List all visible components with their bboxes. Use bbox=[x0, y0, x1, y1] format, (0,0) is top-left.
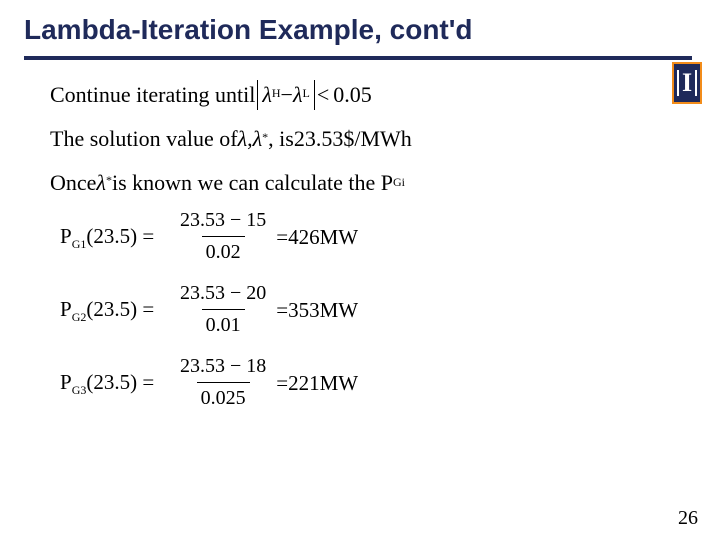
text-line-2: The solution value of λ , λ* , is 23.53 … bbox=[50, 124, 670, 154]
eq2-eq: = bbox=[276, 296, 288, 324]
eq2-sub: G2 bbox=[72, 310, 87, 324]
eq2-result: 353 bbox=[288, 296, 320, 324]
sup-l: L bbox=[302, 85, 309, 101]
slide-title: Lambda-Iteration Example, cont'd bbox=[0, 8, 720, 56]
lambda-h: λ bbox=[262, 80, 272, 110]
sup-h: H bbox=[272, 85, 281, 101]
lambda-star-sym-2: λ bbox=[96, 168, 106, 198]
eq1-sub: G1 bbox=[72, 237, 87, 251]
eq1-p: P bbox=[60, 224, 72, 248]
star-sup-2: * bbox=[106, 172, 112, 188]
absolute-value-box: λH − λL bbox=[257, 80, 315, 110]
lambda-sym: λ bbox=[238, 124, 248, 154]
equation-row-3: PG3(23.5) = 23.53 − 18 0.025 = 221 MW bbox=[60, 353, 670, 412]
eq3-lhs: PG3(23.5) = bbox=[60, 368, 170, 398]
eq1-lhs: PG1(23.5) = bbox=[60, 222, 170, 252]
eq3-p: P bbox=[60, 370, 72, 394]
eq3-eq: = bbox=[276, 369, 288, 397]
eq2-arg: (23.5) = bbox=[86, 297, 154, 321]
eq1-num: 23.53 − 15 bbox=[176, 207, 270, 236]
star-sup: * bbox=[262, 129, 268, 145]
text-line-1: Continue iterating until λH − λL < 0.05 bbox=[50, 80, 670, 110]
cmp-op: < bbox=[317, 80, 329, 110]
line1-prefix: Continue iterating until bbox=[50, 80, 255, 110]
eq3-arg: (23.5) = bbox=[86, 370, 154, 394]
eq1-arg: (23.5) = bbox=[86, 224, 154, 248]
lambda-value: 23.53 bbox=[294, 124, 344, 154]
eq1-eq: = bbox=[276, 223, 288, 251]
eq2-unit: MW bbox=[320, 296, 359, 324]
line3-prefix: Once bbox=[50, 168, 96, 198]
eq2-den: 0.01 bbox=[202, 309, 245, 339]
eq3-num: 23.53 − 18 bbox=[176, 353, 270, 382]
eq1-den: 0.02 bbox=[202, 236, 245, 266]
minus-sign: − bbox=[281, 80, 293, 110]
slide-body: Continue iterating until λH − λL < 0.05 … bbox=[0, 60, 720, 412]
threshold-value: 0.05 bbox=[333, 80, 372, 110]
pgi-sub: Gi bbox=[393, 174, 405, 190]
eq3-result: 221 bbox=[288, 369, 320, 397]
eq1-fraction: 23.53 − 15 0.02 bbox=[176, 207, 270, 266]
eq3-sub: G3 bbox=[72, 383, 87, 397]
eq1-unit: MW bbox=[320, 223, 359, 251]
logo-letter-i-icon: I bbox=[677, 70, 697, 96]
equation-row-1: PG1(23.5) = 23.53 − 15 0.02 = 426 MW bbox=[60, 207, 670, 266]
equation-row-2: PG2(23.5) = 23.53 − 20 0.01 = 353 MW bbox=[60, 280, 670, 339]
lambda-unit: $/MWh bbox=[343, 124, 411, 154]
eq2-lhs: PG2(23.5) = bbox=[60, 295, 170, 325]
eq2-num: 23.53 − 20 bbox=[176, 280, 270, 309]
eq3-den: 0.025 bbox=[197, 382, 250, 412]
lambda-l: λ bbox=[293, 80, 303, 110]
eq2-p: P bbox=[60, 297, 72, 321]
slide-container: Lambda-Iteration Example, cont'd I Conti… bbox=[0, 0, 720, 540]
line3-suffix: is known we can calculate the P bbox=[112, 168, 393, 198]
page-number: 26 bbox=[678, 507, 698, 530]
eq3-fraction: 23.53 − 18 0.025 bbox=[176, 353, 270, 412]
eq2-fraction: 23.53 − 20 0.01 bbox=[176, 280, 270, 339]
eq3-unit: MW bbox=[320, 369, 359, 397]
text-line-3: Once λ* is known we can calculate the PG… bbox=[50, 168, 670, 198]
institution-logo: I bbox=[672, 62, 702, 104]
lambda-star-sym: λ bbox=[253, 124, 263, 154]
line2-mid: , is bbox=[268, 124, 294, 154]
line2-prefix: The solution value of bbox=[50, 124, 238, 154]
eq1-result: 426 bbox=[288, 223, 320, 251]
